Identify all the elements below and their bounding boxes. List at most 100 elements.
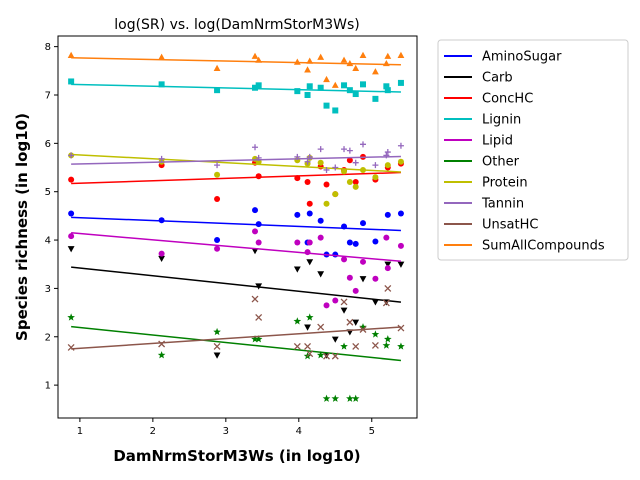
data-point: [372, 275, 379, 282]
y-axis-label: Species richness (in log10): [13, 113, 31, 341]
data-point: [346, 274, 353, 281]
data-point: [397, 242, 404, 249]
data-point: [252, 144, 259, 151]
data-point: [323, 75, 330, 83]
x-tick-label: 2: [150, 426, 156, 437]
data-point: [346, 157, 353, 164]
y-tick-label: 7: [45, 90, 51, 101]
data-point: [331, 352, 339, 360]
trend-line: [71, 155, 401, 165]
x-axis-label: DamNrmStorM3Ws (in log10): [113, 447, 360, 465]
data-point: [317, 84, 324, 91]
data-point: [331, 336, 339, 343]
data-point: [317, 217, 324, 224]
data-point: [372, 238, 379, 245]
x-tick-label: 5: [369, 426, 375, 437]
data-point: [293, 342, 301, 350]
data-point: [384, 265, 391, 272]
data-point: [317, 271, 325, 278]
data-point: [67, 313, 75, 321]
data-point: [68, 176, 75, 183]
legend-label: AminoSugar: [482, 50, 562, 65]
data-point: [323, 352, 330, 360]
data-point: [213, 327, 221, 336]
data-point: [317, 159, 324, 166]
data-point: [397, 51, 405, 58]
data-point: [384, 87, 391, 94]
data-point: [68, 210, 75, 217]
data-point: [293, 266, 301, 273]
data-point: [384, 52, 392, 59]
data-point: [341, 168, 348, 175]
trend-line: [71, 57, 401, 66]
data-point: [384, 149, 391, 156]
data-point: [214, 87, 221, 94]
legend-label: Lipid: [482, 134, 513, 149]
data-point: [359, 51, 367, 58]
data-point: [157, 351, 166, 359]
data-point: [252, 228, 259, 235]
data-point: [341, 256, 348, 263]
data-point: [323, 166, 330, 173]
trend-line: [71, 216, 401, 232]
data-point: [304, 91, 311, 98]
data-point: [372, 299, 379, 306]
data-point: [255, 173, 262, 180]
data-point: [306, 350, 314, 358]
data-point: [383, 83, 390, 90]
data-point: [68, 233, 75, 240]
data-point: [67, 246, 75, 253]
data-point: [346, 239, 353, 246]
data-point: [293, 317, 302, 325]
series-unsathc: [67, 284, 405, 360]
data-point: [304, 179, 311, 186]
data-point: [352, 287, 359, 294]
x-tick-label: 1: [77, 426, 83, 437]
data-point: [158, 255, 166, 263]
data-point: [384, 261, 392, 268]
data-point: [294, 211, 301, 218]
data-point: [158, 53, 166, 60]
data-point: [214, 195, 221, 202]
y-tick-label: 1: [45, 381, 51, 392]
data-point: [214, 245, 221, 252]
data-point: [213, 64, 221, 71]
data-point: [340, 342, 348, 350]
data-point: [383, 234, 390, 241]
data-point: [323, 102, 330, 109]
trend-line: [71, 171, 401, 185]
y-tick-label: 5: [45, 187, 51, 198]
data-point: [346, 179, 353, 186]
data-point: [397, 142, 404, 149]
data-point: [158, 340, 166, 348]
data-point: [340, 307, 348, 314]
series-sumallcompounds: [67, 51, 405, 88]
data-point: [332, 191, 339, 198]
legend-label: Other: [482, 155, 520, 170]
data-point: [214, 171, 221, 178]
data-point: [331, 81, 339, 88]
data-point: [372, 68, 379, 75]
data-point: [213, 352, 221, 359]
data-point: [352, 179, 359, 186]
legend-label: UnsatHC: [482, 218, 538, 233]
data-point: [304, 66, 311, 73]
data-point: [252, 84, 259, 91]
series-carb: [67, 246, 405, 359]
legend-label: Tannin: [481, 197, 524, 212]
legend: AminoSugar Carb ConcHC Lignin Lipid Other Prot…: [437, 39, 629, 261]
data-point: [341, 146, 348, 153]
data-point: [340, 298, 348, 306]
data-point: [306, 259, 314, 266]
data-point: [254, 335, 263, 343]
trend-line: [71, 232, 402, 262]
data-point: [317, 234, 324, 241]
data-point: [360, 81, 367, 88]
data-point: [352, 319, 360, 326]
data-point: [306, 239, 313, 246]
series-other: [67, 313, 405, 402]
data-point: [371, 342, 379, 349]
x-tick-label: 4: [296, 426, 302, 437]
data-point: [214, 162, 221, 169]
data-point: [384, 211, 391, 218]
